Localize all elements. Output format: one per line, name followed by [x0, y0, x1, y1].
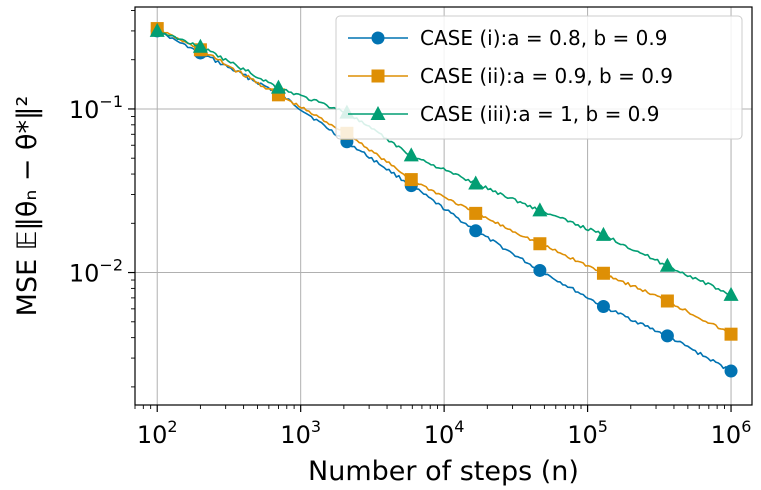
- series-line-3: [157, 30, 732, 296]
- plot-frame: [134, 6, 753, 406]
- y-tick-label: 10−1: [69, 92, 123, 124]
- data-point-series-3: [723, 286, 739, 301]
- data-point-series-1: [724, 364, 738, 378]
- legend-label: CASE (ii):a = 0.9, b = 0.9: [420, 64, 673, 88]
- data-point-series-3: [192, 38, 208, 53]
- data-point-series-3: [659, 257, 675, 272]
- x-tick-label: 105: [567, 417, 608, 449]
- axis-ticks: 102 103 104 105 106 10−1 10−2: [69, 10, 752, 449]
- data-point-series-3: [532, 202, 548, 217]
- legend-box: [335, 15, 743, 140]
- legend: CASE (i):a = 0.8, b = 0.9 CASE (ii):a = 0…: [335, 15, 743, 140]
- data-point-series-1: [596, 300, 610, 314]
- data-point-series-2: [469, 206, 483, 220]
- data-point-series-3: [595, 226, 611, 241]
- legend-marker: [371, 31, 385, 45]
- data-point-series-2: [660, 294, 674, 308]
- data-point-series-2: [724, 327, 738, 341]
- x-tick-label: 103: [280, 417, 321, 449]
- x-tick-label: 104: [424, 417, 465, 449]
- data-point-series-3: [403, 147, 419, 162]
- data-point-series-1: [469, 224, 483, 238]
- data-point-series-2: [404, 173, 418, 187]
- data-point-series-1: [533, 263, 547, 277]
- y-axis-label: MSE 𝔼‖θₙ − θ*‖²: [12, 96, 43, 317]
- x-tick-label: 106: [711, 417, 752, 449]
- x-tick-label: 102: [137, 417, 178, 449]
- legend-marker: [370, 106, 386, 120]
- x-axis-label: Number of steps (n): [308, 456, 579, 487]
- y-tick-label: 10−2: [69, 256, 123, 288]
- data-point-series-3: [149, 22, 165, 37]
- legend-label: CASE (i):a = 0.8, b = 0.9: [420, 26, 667, 50]
- series-line-2: [157, 27, 732, 335]
- data-point-series-3: [270, 79, 286, 94]
- legend-marker: [371, 69, 385, 83]
- legend-label: CASE (iii):a = 1, b = 0.9: [420, 102, 660, 126]
- data-point-series-2: [533, 237, 547, 251]
- data-point-series-3: [468, 175, 484, 190]
- data-point-series-2: [596, 266, 610, 280]
- data-point-series-1: [660, 329, 674, 343]
